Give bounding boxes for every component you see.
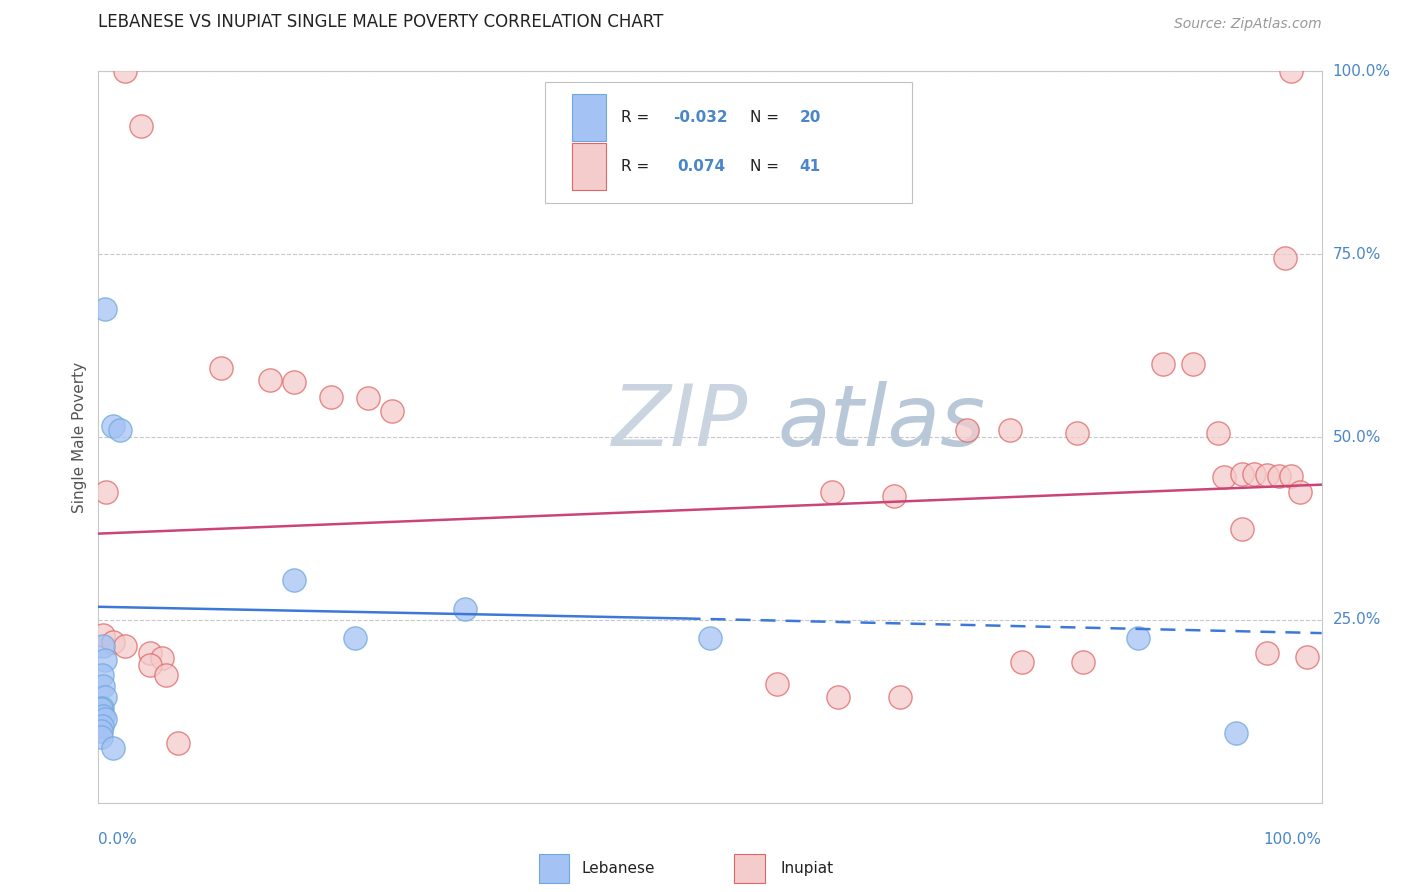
Text: Inupiat: Inupiat (780, 861, 834, 876)
Point (766, 677, 789, 691)
Point (91, 627, 114, 641)
Text: Source: ZipAtlas.com: Source: ZipAtlas.com (1174, 17, 1322, 31)
Text: 0.0%: 0.0% (98, 832, 138, 847)
Point (956, 423, 979, 437)
Point (1206, 426, 1229, 441)
Text: Lebanese: Lebanese (582, 861, 655, 876)
Point (101, 740, 124, 755)
Point (101, 419, 124, 434)
Text: R =: R = (620, 159, 659, 174)
Point (90, 724, 112, 739)
Point (129, 119, 152, 133)
Point (93, 712, 115, 726)
Point (883, 489, 905, 503)
Point (1268, 468, 1291, 483)
Point (1274, 251, 1296, 265)
Point (1296, 649, 1319, 664)
Point (139, 646, 162, 660)
Point (93, 690, 115, 704)
Text: 100.0%: 100.0% (1333, 64, 1391, 78)
Point (889, 690, 911, 704)
Point (699, 632, 721, 646)
Point (91, 719, 114, 733)
Text: 50.0%: 50.0% (1333, 430, 1381, 444)
FancyBboxPatch shape (546, 82, 912, 203)
Bar (538, 854, 569, 883)
Text: 25.0%: 25.0% (1333, 613, 1381, 627)
Point (1212, 470, 1234, 484)
Point (1182, 357, 1205, 371)
Point (209, 360, 232, 375)
Text: R =: R = (620, 110, 654, 125)
Point (283, 573, 305, 587)
Point (91, 679, 114, 693)
Text: -0.032: -0.032 (673, 110, 728, 125)
Point (259, 373, 281, 387)
Point (1225, 726, 1247, 740)
Y-axis label: Single Male Poverty: Single Male Poverty (72, 361, 87, 513)
Point (114, 64, 136, 78)
Point (1256, 646, 1278, 660)
Point (283, 376, 305, 390)
Text: 41: 41 (800, 159, 821, 174)
Text: N =: N = (751, 110, 785, 125)
Point (101, 635, 124, 649)
Point (381, 404, 404, 418)
Point (90, 730, 112, 744)
Point (1011, 656, 1033, 670)
Text: N =: N = (751, 159, 785, 174)
Text: 20: 20 (800, 110, 821, 125)
Point (344, 632, 367, 646)
Text: 100.0%: 100.0% (1264, 832, 1322, 847)
Point (1128, 632, 1150, 646)
Point (94, 485, 117, 500)
Point (821, 485, 844, 500)
Text: 75.0%: 75.0% (1333, 247, 1381, 261)
Point (998, 423, 1021, 437)
Point (1243, 467, 1265, 481)
Point (356, 392, 378, 406)
Point (319, 390, 342, 404)
Point (1279, 468, 1302, 483)
Point (1288, 485, 1310, 500)
Bar (734, 854, 765, 883)
Point (1230, 521, 1253, 535)
Point (150, 651, 173, 665)
Point (827, 690, 849, 704)
Text: atlas: atlas (778, 381, 986, 464)
Point (155, 667, 177, 681)
Point (114, 639, 136, 653)
Point (91, 700, 114, 714)
Point (1066, 426, 1088, 441)
Point (139, 658, 162, 673)
Text: LEBANESE VS INUPIAT SINGLE MALE POVERTY CORRELATION CHART: LEBANESE VS INUPIAT SINGLE MALE POVERTY … (98, 13, 664, 31)
Point (93, 301, 115, 317)
Bar (572, 94, 606, 141)
Point (93, 653, 115, 667)
Text: 0.074: 0.074 (678, 159, 725, 174)
Point (91, 639, 114, 653)
Point (110, 423, 132, 437)
Point (1230, 467, 1253, 481)
Point (90, 702, 112, 716)
Point (454, 602, 477, 616)
Point (1152, 357, 1174, 371)
Point (91, 667, 114, 681)
Point (167, 736, 190, 750)
Text: ZIP: ZIP (612, 381, 748, 464)
Point (1256, 468, 1278, 483)
Point (91, 709, 114, 723)
Point (1071, 656, 1094, 670)
Point (1279, 64, 1302, 78)
Bar (572, 143, 606, 190)
